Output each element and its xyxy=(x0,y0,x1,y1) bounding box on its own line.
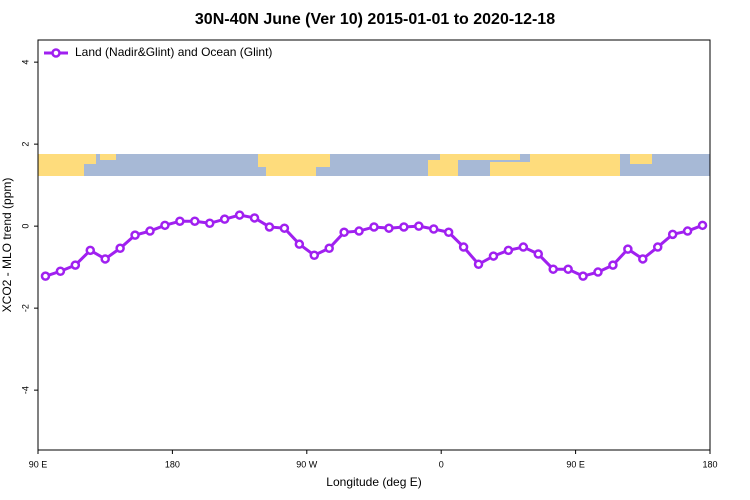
data-point xyxy=(518,242,529,252)
data-point xyxy=(652,242,663,252)
data-point xyxy=(309,250,320,260)
data-point xyxy=(175,216,185,226)
data-point xyxy=(100,254,110,264)
data-point xyxy=(503,245,514,256)
data-point xyxy=(533,249,544,259)
data-point xyxy=(682,226,693,236)
x-tick-label: 90 E xyxy=(566,459,585,469)
data-point xyxy=(264,222,275,232)
data-point xyxy=(608,260,618,270)
data-point xyxy=(279,223,290,233)
data-point xyxy=(667,229,678,240)
data-point xyxy=(234,210,245,220)
data-point xyxy=(488,251,499,261)
data-point xyxy=(369,222,379,232)
data-point xyxy=(145,226,155,236)
y-axis-label: XCO2 - MLO trend (ppm) xyxy=(0,178,14,313)
x-tick-label: 180 xyxy=(702,459,717,469)
data-point xyxy=(219,214,230,224)
data-point xyxy=(160,220,170,231)
data-point xyxy=(55,266,66,276)
data-point xyxy=(697,220,708,231)
data-point xyxy=(204,218,215,229)
data-point xyxy=(623,244,633,254)
data-point xyxy=(443,227,454,238)
data-point xyxy=(384,223,394,233)
data-point xyxy=(473,259,484,270)
legend-marker xyxy=(51,48,61,58)
y-tick-label: -4 xyxy=(20,386,30,394)
x-tick-label: 90 W xyxy=(296,459,318,469)
map-strip xyxy=(38,154,710,176)
legend-label: Land (Nadir&Glint) and Ocean (Glint) xyxy=(75,45,272,59)
x-tick-label: 180 xyxy=(165,459,180,469)
y-tick-label: 4 xyxy=(20,60,30,65)
data-point xyxy=(399,222,409,232)
data-point xyxy=(428,224,439,234)
data-point xyxy=(70,260,81,270)
data-point xyxy=(638,254,648,264)
data-point xyxy=(324,243,334,254)
x-axis-label: Longitude (deg E) xyxy=(326,475,421,489)
data-point xyxy=(130,230,140,240)
data-point xyxy=(548,264,558,274)
x-tick-label: 0 xyxy=(439,459,444,469)
y-tick-label: 0 xyxy=(20,224,30,229)
data-point xyxy=(249,213,260,223)
chart-title: 30N-40N June (Ver 10) 2015-01-01 to 2020… xyxy=(195,11,555,28)
data-point xyxy=(40,271,51,281)
y-tick-label: -2 xyxy=(20,304,30,312)
data-point xyxy=(578,271,588,281)
x-tick-label: 90 E xyxy=(29,459,48,469)
data-point xyxy=(354,226,364,236)
data-point xyxy=(563,264,573,274)
data-point xyxy=(115,243,125,254)
data-point xyxy=(339,227,349,238)
data-point xyxy=(294,239,305,249)
y-tick-label: 2 xyxy=(20,142,30,147)
data-point xyxy=(414,221,424,231)
data-point xyxy=(85,245,96,256)
data-point xyxy=(593,267,603,277)
plot-frame xyxy=(37,39,711,451)
data-point xyxy=(190,216,200,226)
data-point xyxy=(458,242,469,252)
